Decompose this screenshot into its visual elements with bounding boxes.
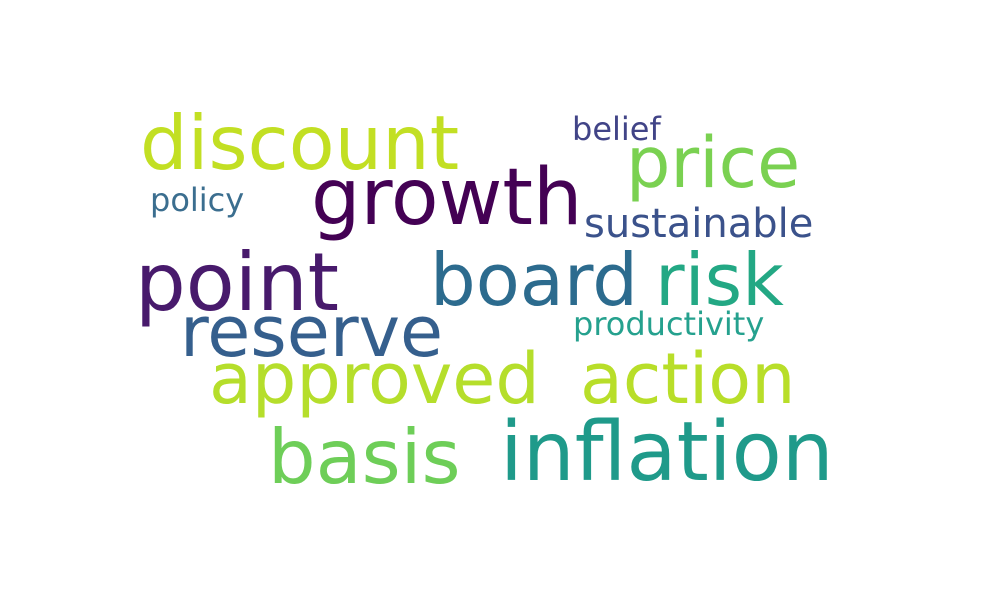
word-price: price xyxy=(626,122,801,204)
word-board: board xyxy=(430,238,638,322)
word-approved: approved xyxy=(209,338,540,420)
word-point: point xyxy=(135,236,340,329)
word-belief: belief xyxy=(572,110,661,148)
word-growth: growth xyxy=(311,153,583,243)
word-basis: basis xyxy=(268,413,461,501)
word-inflation: inflation xyxy=(500,405,834,500)
word-sustainable: sustainable xyxy=(584,201,814,247)
word-reserve: reserve xyxy=(180,291,444,373)
word-policy: policy xyxy=(150,181,245,219)
word-discount: discount xyxy=(140,99,460,187)
word-productivity: productivity xyxy=(573,305,765,343)
word-risk: risk xyxy=(655,238,784,322)
word-action: action xyxy=(580,338,796,420)
